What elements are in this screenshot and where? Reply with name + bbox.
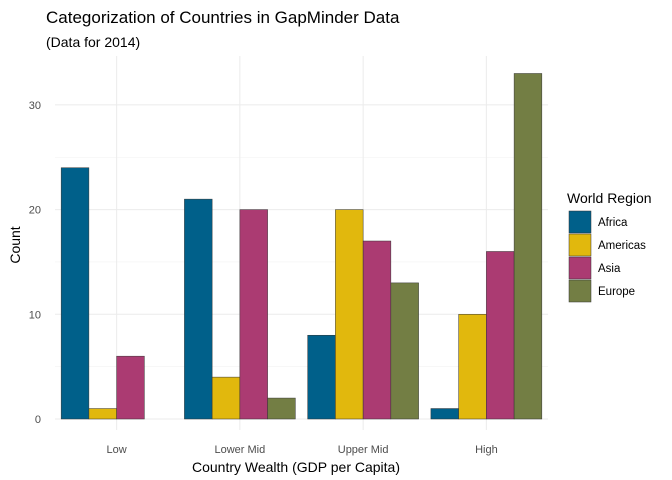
x-tick-label: Lower Mid: [215, 444, 266, 456]
y-tick-label: 30: [29, 100, 41, 112]
bar-asia-upper-mid: [362, 240, 392, 420]
bar-americas-low: [88, 408, 117, 420]
bar-americas-lower-mid: [211, 376, 241, 420]
legend-label-europe: Europe: [598, 286, 635, 298]
y-axis-ticks: 0 10 20 30: [29, 100, 41, 426]
bars: [60, 73, 543, 420]
bar-asia-lower-mid: [239, 209, 268, 420]
x-axis-title: Country Wealth (GDP per Capita): [192, 459, 400, 475]
legend-title: World Region: [567, 190, 652, 206]
x-tick-label: Low: [107, 444, 127, 456]
chart-title: Categorization of Countries in GapMinder…: [46, 8, 400, 27]
y-tick-label: 20: [29, 205, 41, 217]
x-axis-ticks: Low Lower Mid Upper Mid High: [107, 444, 498, 456]
bar-africa-lower-mid: [184, 198, 213, 420]
bar-europe-lower-mid: [267, 397, 296, 420]
bar-asia-high: [486, 251, 515, 420]
y-tick-label: 10: [29, 309, 41, 321]
legend-label-asia: Asia: [598, 263, 621, 275]
legend-label-africa: Africa: [598, 217, 628, 229]
bar-africa-upper-mid: [307, 334, 336, 420]
bar-americas-upper-mid: [335, 209, 364, 420]
legend-key-asia: [568, 256, 592, 280]
bar-asia-low: [116, 355, 145, 420]
legend-key-africa: [568, 210, 592, 234]
y-axis-title: Count: [7, 226, 23, 263]
bar-americas-high: [458, 314, 487, 420]
legend: World Region Africa Americas Asia Europe: [567, 190, 652, 303]
legend-key-americas: [568, 233, 592, 257]
legend-label-americas: Americas: [598, 240, 646, 252]
y-tick-label: 0: [35, 414, 41, 426]
x-tick-label: Upper Mid: [338, 444, 389, 456]
x-tick-label: High: [475, 444, 498, 456]
chart-subtitle: (Data for 2014): [46, 34, 140, 50]
bar-europe-high: [513, 73, 543, 420]
legend-key-europe: [568, 279, 592, 303]
bar-europe-upper-mid: [390, 282, 419, 420]
bar-africa-high: [430, 408, 459, 420]
bar-africa-low: [60, 167, 90, 420]
